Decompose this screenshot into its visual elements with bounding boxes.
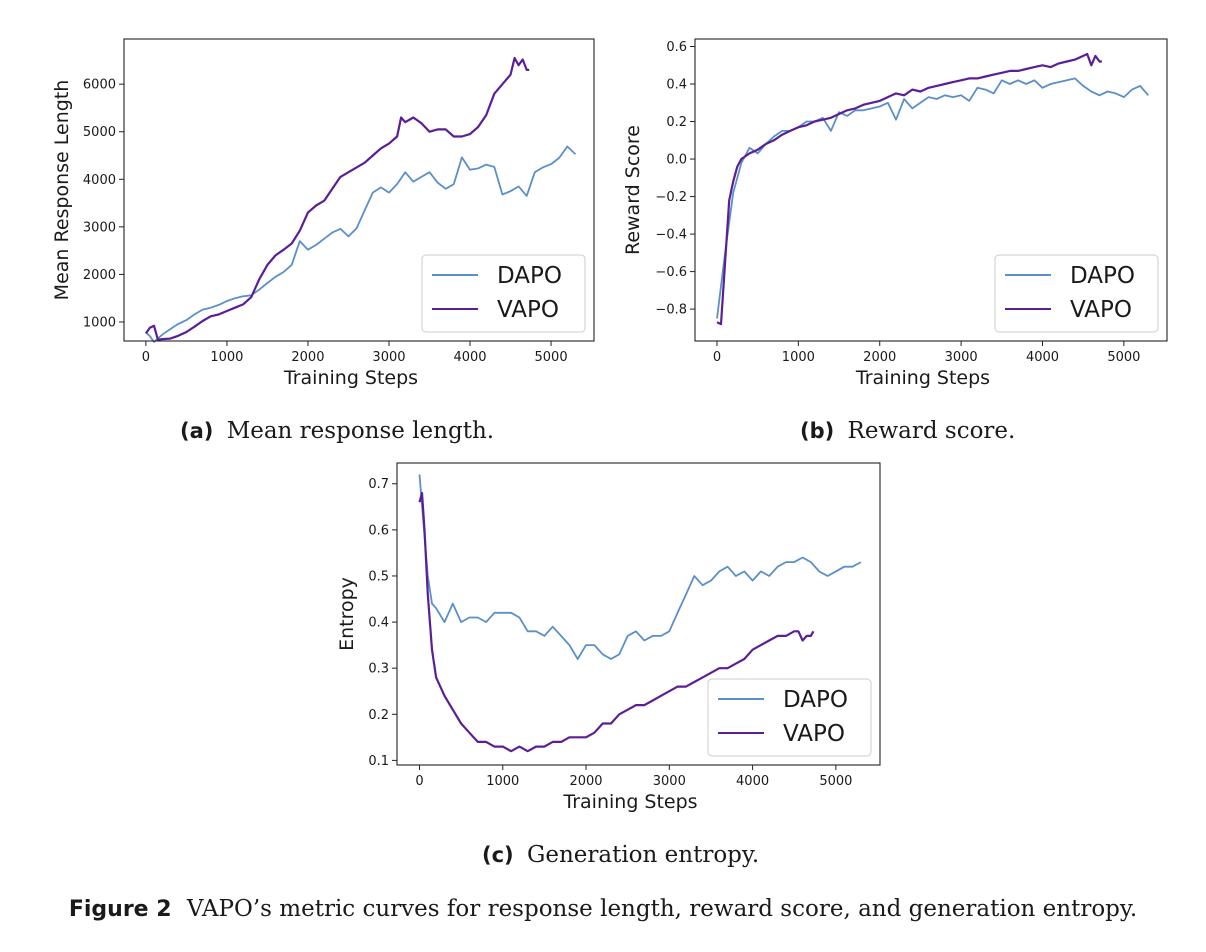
legend: DAPO VAPO	[421, 254, 586, 333]
y-tick-label: −0.8	[655, 303, 687, 318]
y-tick-label: −0.2	[655, 190, 687, 205]
y-tick-label: 0.4	[368, 616, 389, 631]
subcaption-c: (c) Generation entropy.	[482, 842, 759, 868]
y-tick-label: 0.3	[368, 662, 389, 677]
y-tick-label: −0.6	[655, 265, 687, 280]
y-tick-label: 6000	[83, 78, 116, 93]
x-tick-label: 4000	[736, 774, 769, 789]
x-tick-label: 4000	[453, 350, 486, 365]
x-tick-label: 2000	[291, 350, 324, 365]
x-tick-label: 0	[142, 350, 150, 365]
x-tick-label: 1000	[486, 774, 519, 789]
x-tick-label: 4000	[1026, 350, 1059, 365]
y-tick-label: 0.1	[368, 754, 389, 769]
x-axis-label: Training Steps	[855, 367, 990, 389]
y-tick-label: −0.4	[655, 228, 687, 243]
legend: DAPO VAPO	[994, 254, 1159, 333]
y-tick-label: 2000	[83, 268, 116, 283]
chart-panel-2: 0 1000 2000 3000 4000 5000 0.1 0.2 0.3 0.4 0.5 0.6 0…	[336, 462, 881, 813]
x-tick-label: 3000	[945, 350, 978, 365]
subcaption-b: (b) Reward score.	[800, 418, 1015, 444]
legend-label-vapo: VAPO	[783, 721, 845, 747]
series-line-vapo	[144, 56, 530, 342]
y-tick-label: 5000	[83, 125, 116, 140]
subcaption-tag: (c)	[482, 843, 514, 867]
series-line-dapo	[418, 474, 862, 660]
figure-caption-text: VAPO’s metric curves for response length…	[186, 896, 1138, 922]
x-tick-label: 5000	[819, 774, 852, 789]
legend-label-vapo: VAPO	[497, 297, 559, 323]
y-tick-label: 3000	[83, 220, 116, 235]
plot-frame	[396, 462, 881, 766]
plot-frame	[694, 38, 1168, 342]
legend-label-dapo: DAPO	[783, 687, 848, 713]
x-tick-label: 5000	[535, 350, 568, 365]
subcaption-tag: (b)	[800, 419, 835, 443]
x-tick-label: 3000	[372, 350, 405, 365]
chart-panel-0: 0 1000 2000 3000 4000 5000 1000 2000 3000 4000 500…	[51, 38, 595, 389]
x-axis-label: Training Steps	[283, 367, 418, 389]
y-tick-label: 0.0	[666, 153, 687, 168]
series-line-vapo	[418, 491, 815, 753]
y-tick-label: 0.7	[368, 477, 389, 492]
y-tick-label: 0.2	[368, 708, 389, 723]
x-tick-label: 5000	[1107, 350, 1140, 365]
y-tick-label: 0.6	[666, 40, 687, 55]
x-tick-label: 0	[713, 350, 721, 365]
x-tick-label: 3000	[653, 774, 686, 789]
x-tick-label: 2000	[863, 350, 896, 365]
y-tick-label: 4000	[83, 173, 116, 188]
x-tick-label: 1000	[782, 350, 815, 365]
plot-frame	[123, 38, 595, 342]
x-axis-label: Training Steps	[562, 791, 697, 813]
legend-label-vapo: VAPO	[1070, 297, 1132, 323]
y-axis-label: Reward Score	[622, 125, 644, 255]
x-tick-label: 0	[415, 774, 423, 789]
subcaption-text: Mean response length.	[226, 418, 495, 444]
figure-caption: Figure 2 VAPO’s metric curves for respon…	[0, 896, 1206, 922]
y-tick-label: 0.2	[666, 115, 687, 130]
legend-label-dapo: DAPO	[1070, 263, 1135, 289]
legend-label-dapo: DAPO	[497, 263, 562, 289]
subcaption-a: (a) Mean response length.	[180, 418, 494, 444]
x-tick-label: 1000	[210, 350, 243, 365]
subcaption-text: Reward score.	[847, 418, 1016, 444]
y-tick-label: 1000	[83, 315, 116, 330]
y-axis-label: Mean Response Length	[51, 80, 73, 301]
y-tick-label: 0.5	[368, 569, 389, 584]
subcaption-tag: (a)	[180, 419, 214, 443]
chart-panel-1: 0 1000 2000 3000 4000 5000 −0.8 −0.6 −0.4 −0.2 0.0…	[622, 38, 1168, 389]
y-tick-label: 0.4	[666, 78, 687, 93]
y-tick-label: 0.6	[368, 523, 389, 538]
figure-caption-tag: Figure 2	[68, 897, 172, 922]
subcaption-text: Generation entropy.	[526, 842, 760, 868]
series-line-dapo	[145, 145, 577, 343]
legend: DAPO VAPO	[707, 678, 872, 757]
y-axis-label: Entropy	[336, 577, 358, 651]
series-line-vapo	[716, 52, 1102, 326]
x-tick-label: 2000	[569, 774, 602, 789]
